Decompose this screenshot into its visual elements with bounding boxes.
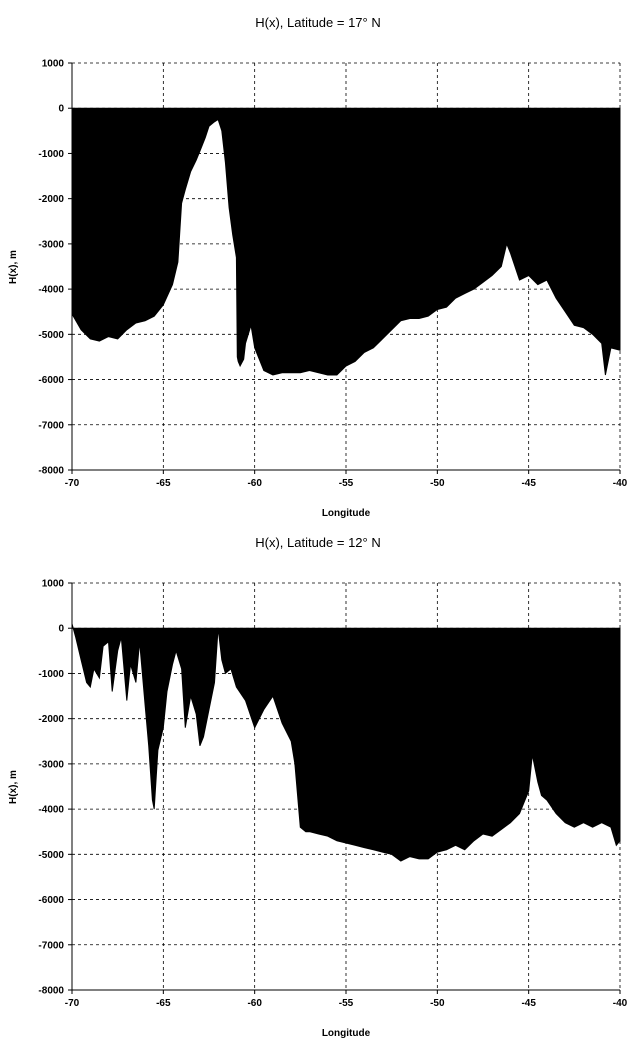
y-tick-label: -2000 bbox=[38, 714, 64, 725]
y-axis-label: H(x), m bbox=[8, 770, 19, 804]
x-tick-label: -55 bbox=[339, 478, 354, 489]
y-tick-label: -1000 bbox=[38, 149, 64, 160]
x-tick-label: -45 bbox=[521, 478, 536, 489]
chart-lat-17: H(x), Latitude = 17° N 1000 0 -1000 -2000 -3… bbox=[0, 0, 630, 520]
x-axis-label: Longitude bbox=[322, 1028, 371, 1039]
x-tick-label: -70 bbox=[65, 478, 80, 489]
y-tick-label: -8000 bbox=[38, 986, 64, 997]
chart-lat-12: H(x), Latitude = 12° N 1000 0 -1000 -2000 -3… bbox=[0, 520, 630, 1040]
x-tick-label: -45 bbox=[521, 998, 536, 1009]
y-tick-label: 1000 bbox=[42, 59, 65, 70]
chart-title: H(x), Latitude = 12° N bbox=[255, 535, 381, 550]
y-tick-label: -2000 bbox=[38, 194, 64, 205]
y-tick-label: -6000 bbox=[38, 895, 64, 906]
x-tick-label: -50 bbox=[430, 998, 445, 1009]
x-tick-label: -65 bbox=[156, 478, 171, 489]
y-tick-label: -8000 bbox=[38, 466, 64, 477]
x-tick-label: -40 bbox=[613, 998, 628, 1009]
y-tick-label: -7000 bbox=[38, 420, 64, 431]
y-tick-label: -3000 bbox=[38, 759, 64, 770]
y-tick-label: -1000 bbox=[38, 669, 64, 680]
y-tick-label: 1000 bbox=[42, 579, 65, 590]
y-tick-label: -3000 bbox=[38, 239, 64, 250]
chart-title: H(x), Latitude = 17° N bbox=[255, 15, 381, 30]
y-tick-label: 0 bbox=[58, 624, 64, 635]
y-tick-label: -4000 bbox=[38, 285, 64, 296]
chart-svg: H(x), Latitude = 17° N 1000 0 -1000 -2000 -3… bbox=[8, 15, 628, 519]
y-tick-label: -5000 bbox=[38, 850, 64, 861]
x-axis-label: Longitude bbox=[322, 508, 371, 519]
y-axis-label: H(x), m bbox=[8, 250, 19, 284]
depth-profile-area bbox=[71, 623, 621, 862]
x-tick-label: -65 bbox=[156, 998, 171, 1009]
x-tick-label: -40 bbox=[613, 478, 628, 489]
x-tick-label: -60 bbox=[247, 998, 262, 1009]
chart-svg: H(x), Latitude = 12° N 1000 0 -1000 -2000 -3… bbox=[8, 535, 628, 1039]
y-tick-label: -7000 bbox=[38, 940, 64, 951]
y-tick-label: -6000 bbox=[38, 375, 64, 386]
y-tick-label: -4000 bbox=[38, 805, 64, 816]
x-tick-label: -55 bbox=[339, 998, 354, 1009]
x-tick-label: -60 bbox=[247, 478, 262, 489]
y-tick-label: 0 bbox=[58, 104, 64, 115]
x-tick-label: -70 bbox=[65, 998, 80, 1009]
depth-profile-area bbox=[71, 107, 621, 376]
x-tick-label: -50 bbox=[430, 478, 445, 489]
y-tick-label: -5000 bbox=[38, 330, 64, 341]
